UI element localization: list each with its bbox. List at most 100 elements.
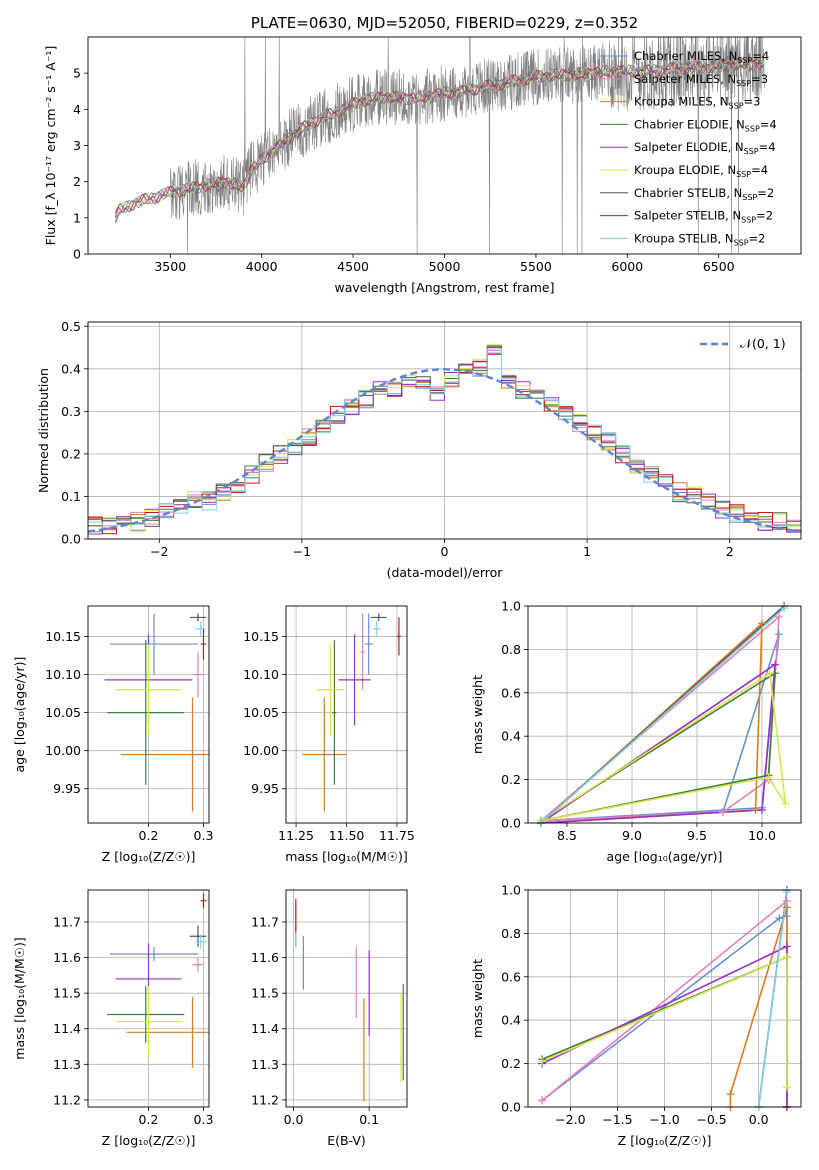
y-tick-label: 0.3 xyxy=(61,404,81,419)
legend-label: Salpeter ELODIE, NSSP=4 xyxy=(634,140,776,156)
legend-label: Kroupa STELIB, NSSP=2 xyxy=(634,231,765,247)
x-tick-label: 0 xyxy=(441,544,449,559)
y-tick-label: 0.4 xyxy=(501,729,521,744)
x-axis-label: age [log₁₀(age/yr)] xyxy=(607,849,723,864)
y-tick-label: 1.0 xyxy=(501,599,521,614)
panel-mass_vs_Z: 0.2 0.3 11.2 11.3 11.4 11.5 11.6 11.7 Z [log₁₀(Z… xyxy=(12,889,214,1148)
weight-marker-kroupa_elodie xyxy=(538,1057,547,1066)
axes-frame xyxy=(285,889,408,1108)
x-tick-label: 11.25 xyxy=(278,828,314,843)
y-tick-label: 11.3 xyxy=(53,1057,81,1072)
x-axis-label: mass [log₁₀(M/M☉)] xyxy=(285,849,407,864)
x-tick-label: 6000 xyxy=(611,259,643,274)
y-tick-label: 1.0 xyxy=(501,883,521,898)
axes-frame xyxy=(87,36,802,255)
y-tick-label: 10.05 xyxy=(45,705,81,720)
y-tick-label: 11.5 xyxy=(251,986,279,1001)
axes-frame xyxy=(527,889,802,1108)
weight-marker-salpeter_miles xyxy=(538,1096,547,1105)
weight-marker-salpeter_elodie xyxy=(771,660,779,669)
weight-marker-salpeter_miles xyxy=(719,808,727,817)
y-tick-label: 11.4 xyxy=(53,1021,81,1036)
x-tick-label: 8.5 xyxy=(557,828,577,843)
y-tick-label: 0.6 xyxy=(501,685,521,700)
y-tick-label: 0.5 xyxy=(61,319,81,334)
weight-marker-kroupa_stelib xyxy=(780,604,789,613)
chart-title: PLATE=0630, MJD=52050, FIBERID=0229, z=0… xyxy=(251,14,638,32)
y-tick-label: 10.15 xyxy=(45,629,81,644)
legend-subscript: SSP xyxy=(736,170,751,179)
y-axis-label: Normed distribution xyxy=(36,368,51,493)
x-tick-label: 11.75 xyxy=(379,828,415,843)
y-tick-label: 10.10 xyxy=(243,667,279,682)
weight-marker-kroupa_stelib xyxy=(782,888,791,897)
model-spectrum-salpeter_elodie xyxy=(115,55,764,222)
panel-age_vs_Z: 0.2 0.3 9.95 10.00 10.05 10.10 10.15 Z [log₁₀(Z… xyxy=(12,605,213,864)
model-spectrum-salpeter_stelib xyxy=(115,58,764,214)
y-tick-label: 9.95 xyxy=(251,781,279,796)
weight-marker-kroupa_elodie xyxy=(782,953,791,962)
x-tick-label: 10.0 xyxy=(748,828,776,843)
y-tick-label: 0.8 xyxy=(501,926,521,941)
x-tick-label: 5000 xyxy=(429,259,461,274)
weight-marker-kroupa_elodie xyxy=(764,773,773,782)
legend-value: =2 xyxy=(757,186,774,200)
y-axis-label: mass weight xyxy=(470,675,485,754)
y-tick-label: 0.2 xyxy=(61,446,81,461)
legend-value: =3 xyxy=(751,72,768,86)
legend-value: =4 xyxy=(759,140,776,154)
legend-value: =4 xyxy=(751,163,768,177)
axes-frame xyxy=(527,605,802,824)
y-tick-label: 10.05 xyxy=(243,705,279,720)
plot-area xyxy=(115,37,765,254)
plot-area xyxy=(528,890,801,1107)
weight-marker-kroupa_elodie xyxy=(781,799,790,808)
x-tick-label: 0.2 xyxy=(139,828,159,843)
model-spectrum-kroupa_miles xyxy=(115,57,764,218)
weight-marker-chabrier_miles xyxy=(775,914,784,923)
x-tick-label: −0.5 xyxy=(696,1112,726,1127)
x-tick-label: 4000 xyxy=(246,259,278,274)
x-tick-label: −1.5 xyxy=(602,1112,632,1127)
y-tick-label: 0.4 xyxy=(61,361,81,376)
weight-marker-salpeter_elodie xyxy=(758,805,766,814)
plot-area xyxy=(286,890,407,1107)
x-axis-label: Z [log₁₀(Z/Z☉)] xyxy=(618,1133,712,1148)
legend-subscript: SSP xyxy=(737,56,752,65)
panel-weight_vs_age: 8.5 9.0 9.5 10.0 0.0 0.2 0.4 0.6 0.8 1.0 age [log₁… xyxy=(470,599,802,864)
weight-marker-kroupa_miles xyxy=(758,619,766,628)
normal-curve xyxy=(88,368,801,533)
panel-weight_vs_Z: −2.0 −1.5 −1.0 −0.5 0.0 0.0 0.2 0.4 0.6 0.8 1.0 Z [… xyxy=(470,883,802,1148)
x-axis-label: wavelength [Angstrom, rest frame] xyxy=(334,280,554,295)
x-tick-label: 2 xyxy=(726,544,734,559)
x-tick-label: 4500 xyxy=(337,259,369,274)
y-axis-label: mass weight xyxy=(470,959,485,1038)
weight-line-chabrier_miles xyxy=(540,633,780,822)
weight-line-salpeter_elodie xyxy=(540,662,776,823)
legend-value: =2 xyxy=(749,231,766,245)
y-tick-label: 11.7 xyxy=(251,915,279,930)
weight-line-kroupa_stelib xyxy=(540,607,785,823)
legend-subscript: SSP xyxy=(729,102,744,111)
y-tick-label: 10.00 xyxy=(45,743,81,758)
legend-label: 𝒩(0, 1) xyxy=(740,336,786,351)
legend-label: Kroupa ELODIE, NSSP=4 xyxy=(634,163,768,179)
y-tick-label: 4 xyxy=(73,102,81,117)
y-tick-label: 11.3 xyxy=(251,1057,279,1072)
legend-subscript: SSP xyxy=(742,193,757,202)
x-tick-label: 0.2 xyxy=(139,1112,159,1127)
y-tick-label: 2 xyxy=(73,174,81,189)
weight-marker-kroupa_elodie xyxy=(765,669,774,678)
x-tick-label: 6500 xyxy=(703,259,735,274)
plot-area xyxy=(88,606,209,823)
y-tick-label: 11.5 xyxy=(53,986,81,1001)
y-tick-label: 0.0 xyxy=(501,816,521,831)
weight-marker-kroupa_miles xyxy=(782,903,791,912)
weight-marker-salpeter_elodie xyxy=(782,942,791,951)
y-axis-label: age [log₁₀(age/yr)] xyxy=(12,657,27,773)
y-tick-label: 0.1 xyxy=(61,489,81,504)
plot-area xyxy=(286,606,407,823)
x-tick-label: 0.3 xyxy=(194,1112,214,1127)
y-tick-label: 11.6 xyxy=(53,950,81,965)
